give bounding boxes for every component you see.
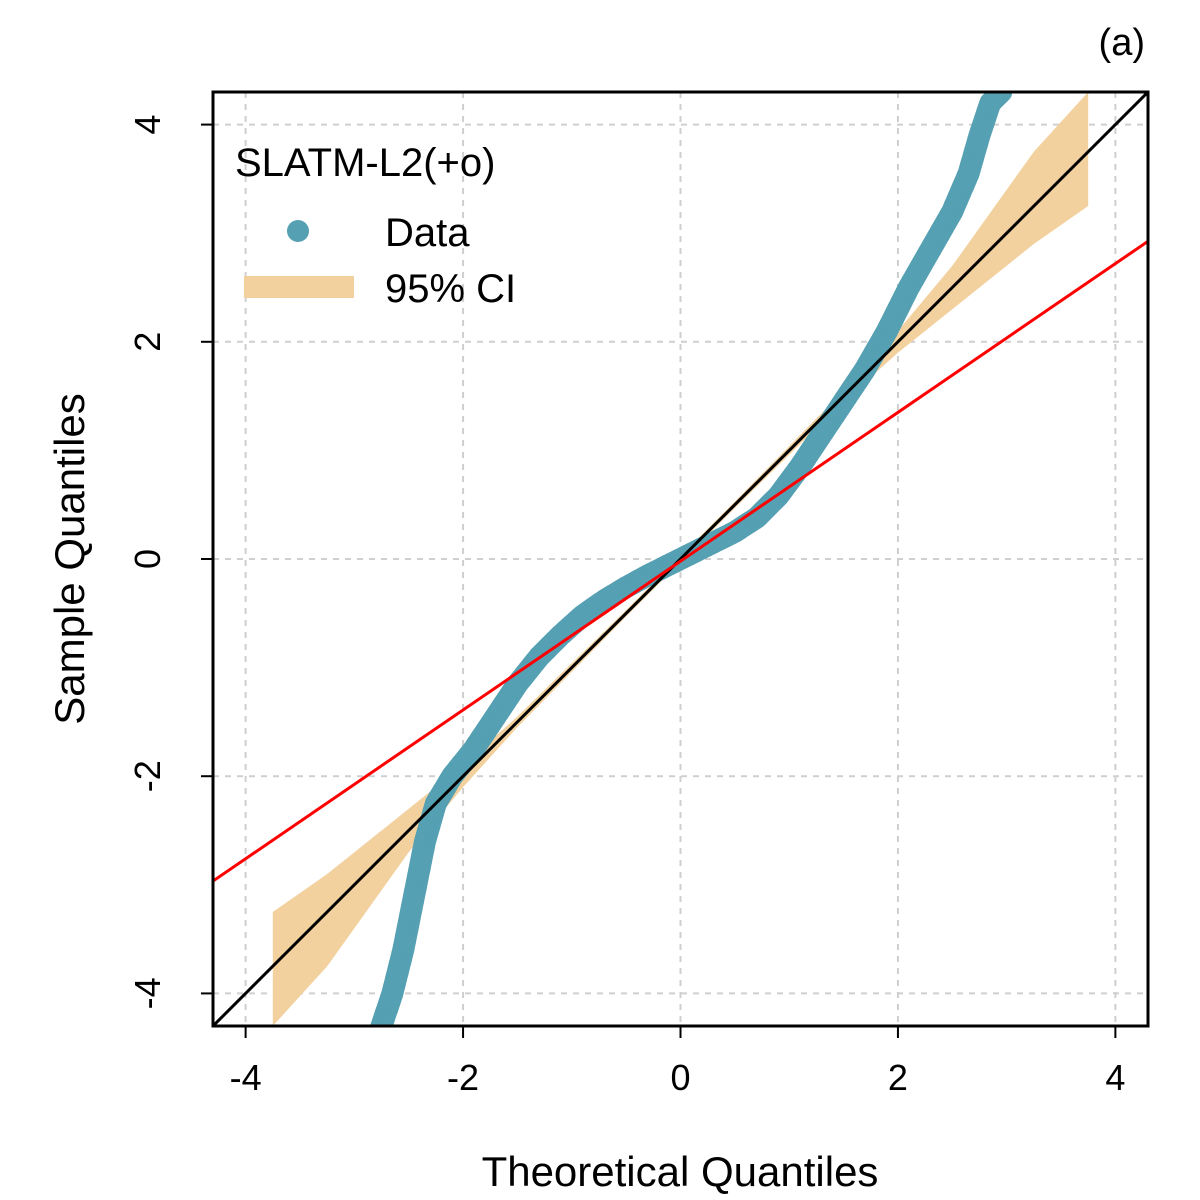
legend-title: SLATM-L2(+o) xyxy=(235,141,495,185)
axis-ticks: -4 -2 0 2 4 -4 -2 0 2 4 xyxy=(127,115,1125,1098)
legend-data-label: Data xyxy=(385,211,470,255)
x-tick-label: -2 xyxy=(447,1057,479,1098)
fitted-line xyxy=(213,240,1148,883)
data-point xyxy=(990,92,1013,103)
y-tick-label: -2 xyxy=(127,760,168,792)
identity-line xyxy=(213,92,1148,1026)
y-tick-label: 4 xyxy=(127,115,168,135)
legend-data-marker xyxy=(287,220,309,242)
x-tick-label: 2 xyxy=(888,1057,908,1098)
x-tick-label: 4 xyxy=(1105,1057,1125,1098)
y-tick-label: 2 xyxy=(127,332,168,352)
legend-ci-swatch xyxy=(244,276,354,298)
y-tick-label: -4 xyxy=(127,977,168,1009)
x-tick-label: 0 xyxy=(670,1057,690,1098)
legend: SLATM-L2(+o) Data 95% CI xyxy=(235,141,516,311)
panel-label: (a) xyxy=(1099,22,1145,64)
reference-lines xyxy=(213,92,1148,1026)
x-axis-title: Theoretical Quantiles xyxy=(482,1148,879,1195)
legend-ci-label: 95% CI xyxy=(385,267,516,311)
y-tick-label: 0 xyxy=(127,549,168,569)
x-tick-label: -4 xyxy=(230,1057,262,1098)
y-axis-title: Sample Quantiles xyxy=(46,393,93,725)
